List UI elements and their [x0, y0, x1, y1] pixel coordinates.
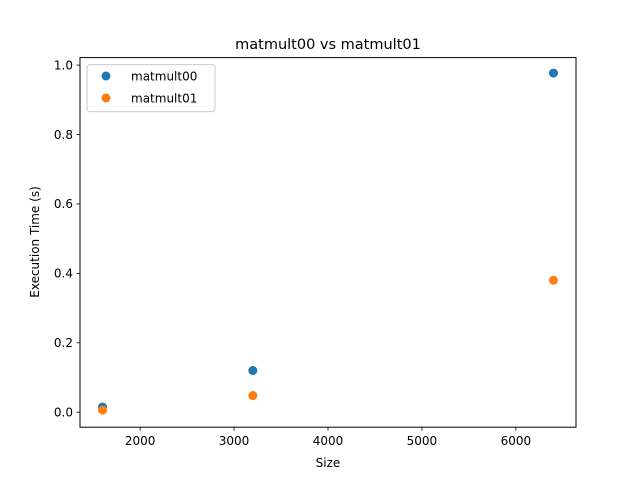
- data-point-matmult00: [248, 366, 258, 376]
- y-tick-label: 0.6: [54, 197, 73, 211]
- y-axis-label: Execution Time (s): [28, 186, 42, 298]
- legend: matmult00 matmult01: [86, 64, 216, 113]
- chart-title: matmult00 vs matmult01: [235, 37, 421, 53]
- x-tick-label: 3000: [219, 434, 250, 448]
- data-markers: [98, 68, 558, 415]
- data-point-matmult01: [98, 405, 108, 415]
- x-axis-label: Size: [316, 456, 341, 470]
- legend-label: matmult01: [131, 91, 197, 105]
- data-point-matmult00: [548, 68, 558, 78]
- x-tick-label: 6000: [501, 434, 532, 448]
- x-tick-label: 2000: [125, 434, 156, 448]
- x-tick-label: 5000: [407, 434, 438, 448]
- legend-label: matmult00: [131, 69, 197, 83]
- legend-box: [86, 64, 216, 113]
- y-tick-label: 0.8: [54, 128, 73, 142]
- y-tick-label: 1.0: [54, 58, 73, 72]
- x-axis-ticks: 2000 3000 4000 5000 6000: [125, 427, 531, 448]
- y-tick-label: 0.4: [54, 267, 73, 281]
- data-point-matmult01: [248, 391, 258, 401]
- y-tick-label: 0.2: [54, 336, 73, 350]
- y-axis-ticks: 0.0 0.2 0.4 0.6 0.8 1.0: [54, 58, 80, 420]
- plot-area-frame: [79, 57, 577, 428]
- y-tick-label: 0.0: [54, 406, 73, 420]
- legend-marker-matmult00: [101, 71, 111, 81]
- x-tick-label: 4000: [313, 434, 344, 448]
- data-point-matmult01: [548, 275, 558, 285]
- legend-marker-matmult01: [101, 93, 111, 103]
